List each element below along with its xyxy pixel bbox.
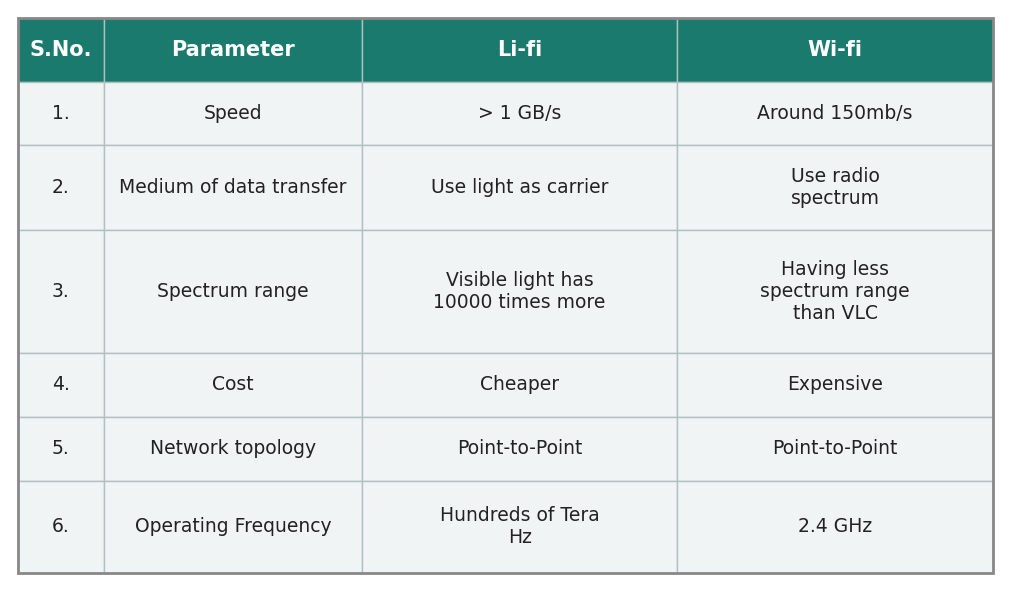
Bar: [104, 480, 362, 573]
Text: S.No.: S.No.: [29, 40, 92, 60]
Bar: [362, 230, 677, 353]
Text: Point-to-Point: Point-to-Point: [457, 439, 582, 458]
Bar: [677, 353, 993, 417]
Text: 1.: 1.: [52, 104, 70, 123]
Text: Medium of data transfer: Medium of data transfer: [119, 178, 347, 197]
Text: Use light as carrier: Use light as carrier: [431, 178, 609, 197]
Text: Having less
spectrum range
than VLC: Having less spectrum range than VLC: [760, 260, 910, 323]
Bar: [362, 417, 677, 480]
Text: Cost: Cost: [212, 375, 254, 394]
Text: 4.: 4.: [52, 375, 70, 394]
Text: Hundreds of Tera
Hz: Hundreds of Tera Hz: [440, 506, 600, 547]
Bar: [362, 480, 677, 573]
Bar: [104, 18, 362, 82]
Bar: [362, 145, 677, 230]
Bar: [677, 18, 993, 82]
Bar: [362, 353, 677, 417]
Text: Point-to-Point: Point-to-Point: [772, 439, 898, 458]
Text: Operating Frequency: Operating Frequency: [134, 517, 332, 536]
Text: Visible light has
10000 times more: Visible light has 10000 times more: [434, 271, 606, 312]
Bar: [677, 230, 993, 353]
Text: Network topology: Network topology: [150, 439, 316, 458]
Bar: [677, 82, 993, 145]
Text: Around 150mb/s: Around 150mb/s: [757, 104, 913, 123]
Text: Use radio
spectrum: Use radio spectrum: [791, 167, 880, 208]
Text: 5.: 5.: [52, 439, 70, 458]
Bar: [677, 480, 993, 573]
Bar: [18, 18, 104, 82]
Text: Speed: Speed: [203, 104, 262, 123]
Text: 2.4 GHz: 2.4 GHz: [798, 517, 872, 536]
Bar: [18, 82, 104, 145]
Text: Parameter: Parameter: [171, 40, 295, 60]
Bar: [104, 145, 362, 230]
Bar: [104, 230, 362, 353]
Text: Li-fi: Li-fi: [497, 40, 542, 60]
Bar: [18, 480, 104, 573]
Text: Cheaper: Cheaper: [480, 375, 559, 394]
Bar: [362, 18, 677, 82]
Text: Spectrum range: Spectrum range: [157, 282, 308, 301]
Bar: [362, 82, 677, 145]
Bar: [104, 82, 362, 145]
Bar: [104, 353, 362, 417]
Text: Expensive: Expensive: [788, 375, 883, 394]
Text: 3.: 3.: [52, 282, 70, 301]
Bar: [18, 145, 104, 230]
Text: > 1 GB/s: > 1 GB/s: [478, 104, 561, 123]
Bar: [18, 353, 104, 417]
Text: Wi-fi: Wi-fi: [808, 40, 862, 60]
Bar: [18, 230, 104, 353]
Bar: [677, 417, 993, 480]
Text: 6.: 6.: [52, 517, 70, 536]
Bar: [18, 417, 104, 480]
Text: 2.: 2.: [52, 178, 70, 197]
Bar: [104, 417, 362, 480]
Bar: [677, 145, 993, 230]
